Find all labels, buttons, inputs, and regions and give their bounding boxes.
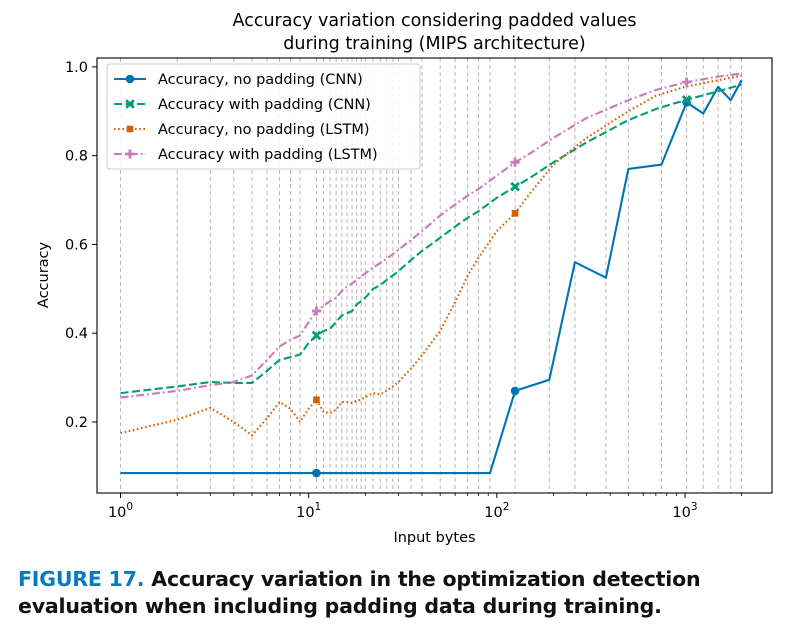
series-2-marker <box>681 94 692 105</box>
y-tick-label: 0.2 <box>65 415 88 431</box>
series-line-2 <box>120 83 742 395</box>
series-4-marker <box>682 77 692 87</box>
legend-label: Accuracy, no padding (CNN) <box>158 72 363 88</box>
series-lines <box>120 72 743 475</box>
axis-ticks: 0.2 0.4 0.6 0.8 1.0 100 101 102 103 <box>65 60 743 521</box>
series-2-marker <box>311 330 322 341</box>
legend-marker <box>125 149 135 159</box>
y-tick-label: 1.0 <box>65 60 88 76</box>
x-tick-label: 100 <box>108 501 133 521</box>
series-1-marker <box>510 386 520 396</box>
y-tick-label: 0.4 <box>65 326 88 342</box>
x-axis-label: Input bytes <box>393 530 475 546</box>
series-2-marker <box>510 181 520 192</box>
legend-label: Accuracy with padding (LSTM) <box>158 147 378 163</box>
legend-marker <box>126 125 134 133</box>
figure-caption: FIGURE 17. Accuracy variation in the opt… <box>18 566 783 620</box>
legend-label: Accuracy, no padding (LSTM) <box>158 122 370 138</box>
series-3-marker <box>511 210 519 217</box>
series-line-4 <box>120 72 742 399</box>
x-tick-label: 103 <box>672 501 697 521</box>
y-tick-label: 0.6 <box>65 237 88 253</box>
series-3-marker <box>313 396 320 404</box>
x-tick-label: 101 <box>296 501 321 521</box>
legend-marker <box>125 99 135 109</box>
figure-label: FIGURE 17. <box>18 567 145 591</box>
accuracy-chart: 0.2 0.4 0.6 0.8 1.0 100 101 102 103 Accuracy var… <box>36 11 773 546</box>
y-tick-label: 0.8 <box>65 149 88 165</box>
legend-marker <box>125 74 135 84</box>
legend-label: Accuracy with padding (CNN) <box>158 97 371 113</box>
plot-frame <box>96 57 773 494</box>
y-axis-label: Accuracy <box>36 241 52 308</box>
series-1-marker <box>312 468 321 478</box>
chart-title-line-2: during training (MIPS architecture) <box>283 34 585 54</box>
legend: Accuracy, no padding (CNN) Accuracy with … <box>106 63 421 170</box>
series-line-1 <box>120 79 743 475</box>
x-tick-label: 102 <box>484 501 509 521</box>
chart-title-line-1: Accuracy variation considering padded va… <box>233 11 637 31</box>
caption-text: Accuracy variation in the optimization d… <box>18 567 701 618</box>
series-markers <box>311 77 692 478</box>
series-4-marker <box>510 157 520 167</box>
legend-box <box>106 63 421 170</box>
series-4-marker <box>311 306 321 316</box>
